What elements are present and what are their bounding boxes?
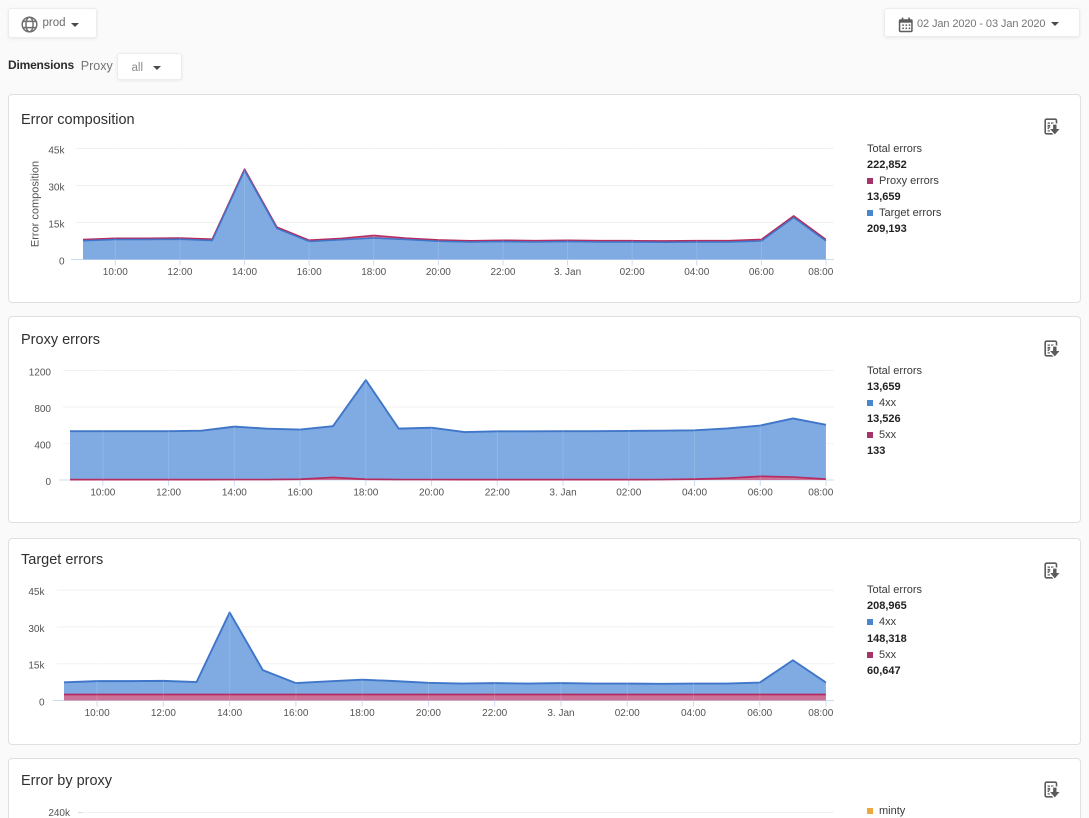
svg-text:08:00: 08:00 xyxy=(808,708,833,719)
svg-text:02:00: 02:00 xyxy=(620,267,645,278)
svg-text:06:00: 06:00 xyxy=(747,708,772,719)
svg-text:04:00: 04:00 xyxy=(684,267,709,278)
svg-text:3. Jan: 3. Jan xyxy=(547,708,574,719)
svg-text:18:00: 18:00 xyxy=(353,487,378,498)
svg-text:15k: 15k xyxy=(28,661,45,672)
svg-text:20:00: 20:00 xyxy=(426,267,451,278)
svg-text:14:00: 14:00 xyxy=(232,267,257,278)
svg-text:12:00: 12:00 xyxy=(167,267,192,278)
svg-text:30k: 30k xyxy=(48,183,65,194)
svg-text:10:00: 10:00 xyxy=(85,708,110,719)
svg-text:20:00: 20:00 xyxy=(419,487,444,498)
svg-text:06:00: 06:00 xyxy=(749,267,774,278)
svg-text:15k: 15k xyxy=(48,220,65,231)
svg-text:18:00: 18:00 xyxy=(361,267,386,278)
svg-text:0: 0 xyxy=(45,477,51,488)
svg-text:3. Jan: 3. Jan xyxy=(549,487,576,498)
svg-text:16:00: 16:00 xyxy=(283,708,308,719)
svg-text:12:00: 12:00 xyxy=(151,708,176,719)
svg-text:240k: 240k xyxy=(48,808,71,817)
svg-text:45k: 45k xyxy=(28,587,45,598)
svg-text:14:00: 14:00 xyxy=(217,708,242,719)
svg-text:20:00: 20:00 xyxy=(416,708,441,719)
svg-text:22:00: 22:00 xyxy=(482,708,507,719)
svg-text:10:00: 10:00 xyxy=(103,267,128,278)
svg-text:08:00: 08:00 xyxy=(808,267,833,278)
svg-text:14:00: 14:00 xyxy=(222,487,247,498)
svg-text:22:00: 22:00 xyxy=(485,487,510,498)
svg-text:10:00: 10:00 xyxy=(90,487,115,498)
svg-text:30k: 30k xyxy=(28,624,45,635)
svg-text:04:00: 04:00 xyxy=(682,487,707,498)
svg-text:06:00: 06:00 xyxy=(748,487,773,498)
svg-text:18:00: 18:00 xyxy=(350,708,375,719)
svg-text:45k: 45k xyxy=(48,146,65,157)
svg-text:0: 0 xyxy=(59,257,65,268)
svg-text:02:00: 02:00 xyxy=(616,487,641,498)
svg-text:04:00: 04:00 xyxy=(681,708,706,719)
svg-text:1200: 1200 xyxy=(29,368,52,379)
svg-text:08:00: 08:00 xyxy=(808,487,833,498)
svg-text:16:00: 16:00 xyxy=(288,487,313,498)
svg-text:3. Jan: 3. Jan xyxy=(554,267,581,278)
svg-text:02:00: 02:00 xyxy=(615,708,640,719)
svg-text:0: 0 xyxy=(39,698,45,709)
svg-text:800: 800 xyxy=(34,404,51,415)
svg-text:22:00: 22:00 xyxy=(490,267,515,278)
svg-text:400: 400 xyxy=(34,441,51,452)
svg-text:Error composition: Error composition xyxy=(30,161,42,247)
svg-text:12:00: 12:00 xyxy=(156,487,181,498)
svg-text:16:00: 16:00 xyxy=(297,267,322,278)
